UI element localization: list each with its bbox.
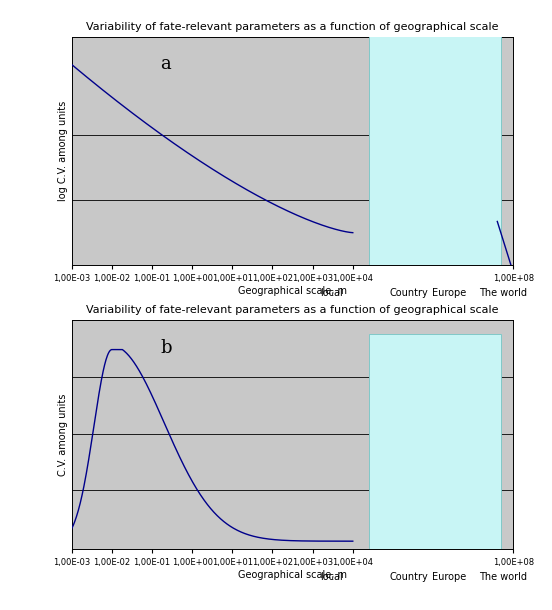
X-axis label: Geographical scale, m: Geographical scale, m <box>238 286 347 296</box>
Text: Europe: Europe <box>432 288 466 298</box>
Text: The world: The world <box>479 572 527 581</box>
Text: a: a <box>160 55 171 73</box>
Text: Europe: Europe <box>432 572 466 581</box>
Text: Country: Country <box>390 572 428 581</box>
Title: Variability of fate-relevant parameters as a function of geographical scale: Variability of fate-relevant parameters … <box>86 22 499 32</box>
X-axis label: Geographical scale, m: Geographical scale, m <box>238 570 347 580</box>
Text: Country: Country <box>390 288 428 298</box>
Text: b: b <box>160 339 172 357</box>
Text: local: local <box>320 572 343 581</box>
Text: The world: The world <box>479 288 527 298</box>
Y-axis label: log C.V. among units: log C.V. among units <box>57 101 67 201</box>
Bar <box>369 334 501 549</box>
Bar <box>369 32 501 265</box>
Text: local: local <box>320 288 343 298</box>
Title: Variability of fate-relevant parameters as a function of geographical scale: Variability of fate-relevant parameters … <box>86 306 499 315</box>
Y-axis label: C.V. among units: C.V. among units <box>57 393 67 476</box>
